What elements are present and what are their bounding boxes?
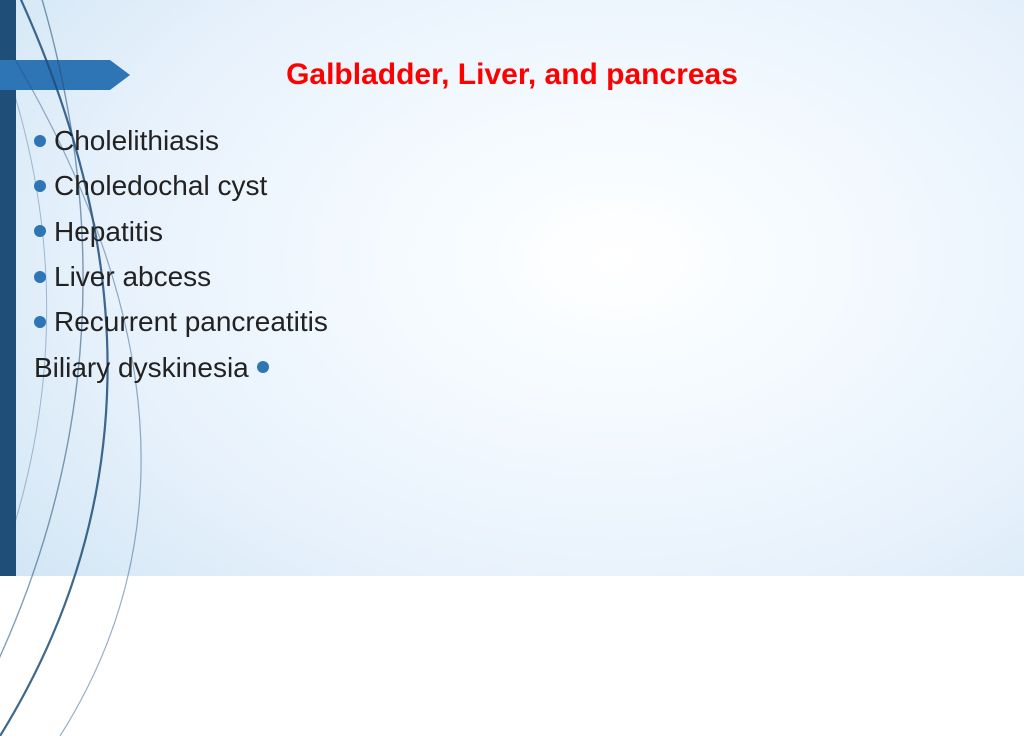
slide: Galbladder, Liver, and pancreas Cholelit… — [0, 0, 1024, 576]
list-item: Biliary dyskinesia — [34, 345, 328, 390]
bullet-icon — [34, 225, 46, 237]
bullet-icon — [34, 180, 46, 192]
list-item-text: Hepatitis — [54, 209, 163, 254]
list-item: Cholelithiasis — [34, 118, 328, 163]
list-item: Liver abcess — [34, 254, 328, 299]
slide-title: Galbladder, Liver, and pancreas — [0, 58, 1024, 92]
list-item: Recurrent pancreatitis — [34, 299, 328, 344]
list-item-text: Recurrent pancreatitis — [54, 299, 328, 344]
list-item-text: Liver abcess — [54, 254, 211, 299]
bullet-list: Cholelithiasis Choledochal cyst Hepatiti… — [34, 118, 328, 390]
bullet-icon — [34, 135, 46, 147]
list-item: Choledochal cyst — [34, 163, 328, 208]
list-item: Hepatitis — [34, 209, 328, 254]
bullet-icon — [34, 271, 46, 283]
list-item-text: Cholelithiasis — [54, 118, 219, 163]
bullet-icon — [257, 361, 269, 373]
list-item-text: Choledochal cyst — [54, 163, 267, 208]
bullet-icon — [34, 316, 46, 328]
list-item-text: Biliary dyskinesia — [34, 345, 249, 390]
